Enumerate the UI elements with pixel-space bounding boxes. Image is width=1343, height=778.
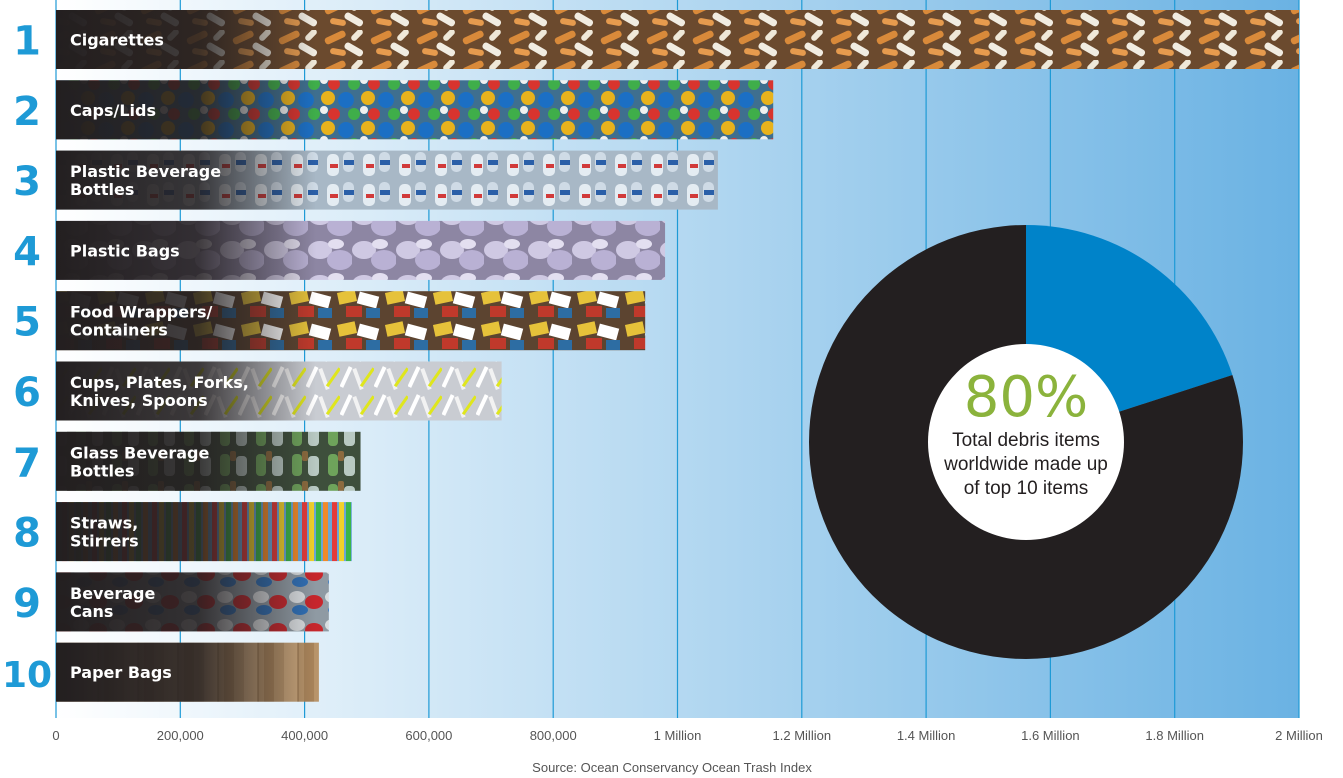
bar-label-panel <box>56 220 316 280</box>
x-tick-label: 1 Million <box>654 728 702 743</box>
source-note: Source: Ocean Conservancy Ocean Trash In… <box>532 760 812 775</box>
rank-number: 3 <box>13 159 41 205</box>
category-label: Stirrers <box>70 532 139 551</box>
category-label: Straws, <box>70 514 138 533</box>
category-label: Containers <box>70 321 168 340</box>
x-tick-label: 1.6 Million <box>1021 728 1080 743</box>
category-label: Paper Bags <box>70 663 172 682</box>
bar-label-panel <box>56 431 316 491</box>
x-tick-label: 800,000 <box>530 728 577 743</box>
x-tick-label: 1.4 Million <box>897 728 956 743</box>
category-label: Caps/Lids <box>70 101 156 120</box>
rank-number: 2 <box>13 89 41 135</box>
rank-number: 1 <box>13 19 41 65</box>
rank-number: 5 <box>13 300 41 346</box>
x-tick-label: 600,000 <box>405 728 452 743</box>
pie-caption-line: worldwide made up <box>943 454 1108 475</box>
bar-label-panel <box>56 291 316 351</box>
pie-caption-line: Total debris items <box>952 430 1100 451</box>
bar-label-panel <box>56 572 316 632</box>
pie-headline: 80% <box>964 365 1088 430</box>
rank-number: 8 <box>13 511 41 557</box>
category-label: Plastic Bags <box>70 241 180 260</box>
pie-center <box>928 344 1124 540</box>
inset-pie-chart: 80%Total debris items worldwide made up of… <box>809 225 1244 659</box>
x-tick-label: 2 Million <box>1275 728 1323 743</box>
category-label: Knives, Spoons <box>70 391 208 410</box>
x-tick-label: 0 <box>52 728 59 743</box>
bar-label-panel <box>56 80 316 140</box>
pie-caption-line: of top 10 items <box>964 478 1089 499</box>
bar-label-panel <box>56 361 316 421</box>
bars <box>56 10 1299 702</box>
category-label: Beverage <box>70 584 155 603</box>
category-label: Cups, Plates, Forks, <box>70 373 249 392</box>
category-label: Glass Beverage <box>70 443 210 462</box>
rank-number: 6 <box>13 370 41 416</box>
rank-number: 4 <box>13 229 41 275</box>
bar-label-panel <box>56 10 316 69</box>
rank-numbers: 1 2 3 4 5 6 7 8 9 10 <box>2 19 52 697</box>
bar-label-panel <box>56 642 316 702</box>
bar-label-panel <box>56 150 316 210</box>
category-label: Bottles <box>70 180 134 199</box>
bar-label-panel <box>56 502 316 562</box>
rank-number: 10 <box>2 655 52 696</box>
category-label: Cans <box>70 602 113 621</box>
x-tick-label: 1.2 Million <box>773 728 832 743</box>
rank-number: 9 <box>13 581 41 627</box>
category-label: Cigarettes <box>70 31 164 50</box>
x-tick-label: 1.8 Million <box>1145 728 1204 743</box>
x-tick-label: 400,000 <box>281 728 328 743</box>
category-label: Bottles <box>70 461 134 480</box>
x-axis-tick-labels: 0 200,000 400,000 600,000 800,000 1 Million 1.… <box>52 728 1322 743</box>
rank-number: 7 <box>13 440 41 486</box>
category-label: Plastic Beverage <box>70 162 221 181</box>
x-tick-label: 200,000 <box>157 728 204 743</box>
category-label: Food Wrappers/ <box>70 303 213 322</box>
